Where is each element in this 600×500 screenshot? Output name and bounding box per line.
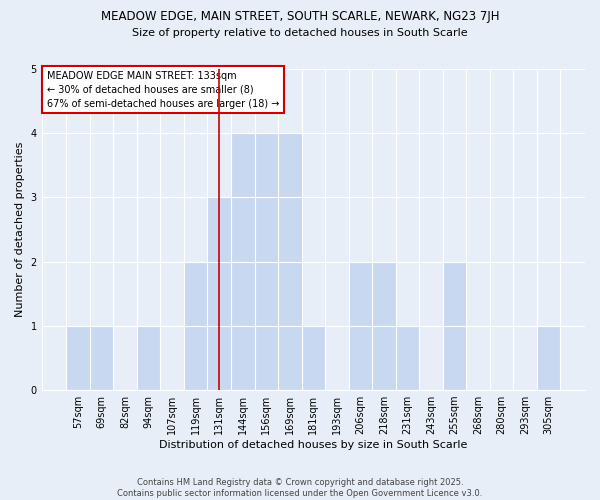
- Bar: [90, 326, 113, 390]
- Text: Contains HM Land Registry data © Crown copyright and database right 2025.
Contai: Contains HM Land Registry data © Crown c…: [118, 478, 482, 498]
- Bar: [443, 262, 466, 390]
- Bar: [208, 198, 231, 390]
- Text: MEADOW EDGE, MAIN STREET, SOUTH SCARLE, NEWARK, NG23 7JH: MEADOW EDGE, MAIN STREET, SOUTH SCARLE, …: [101, 10, 499, 23]
- Bar: [537, 326, 560, 390]
- Bar: [395, 326, 419, 390]
- Bar: [254, 133, 278, 390]
- Bar: [349, 262, 372, 390]
- Bar: [231, 133, 254, 390]
- Bar: [372, 262, 395, 390]
- Bar: [184, 262, 208, 390]
- Bar: [67, 326, 90, 390]
- Bar: [137, 326, 160, 390]
- Y-axis label: Number of detached properties: Number of detached properties: [15, 142, 25, 317]
- Text: Size of property relative to detached houses in South Scarle: Size of property relative to detached ho…: [132, 28, 468, 38]
- Text: MEADOW EDGE MAIN STREET: 133sqm
← 30% of detached houses are smaller (8)
67% of : MEADOW EDGE MAIN STREET: 133sqm ← 30% of…: [47, 70, 280, 108]
- X-axis label: Distribution of detached houses by size in South Scarle: Distribution of detached houses by size …: [159, 440, 467, 450]
- Bar: [278, 133, 302, 390]
- Bar: [302, 326, 325, 390]
